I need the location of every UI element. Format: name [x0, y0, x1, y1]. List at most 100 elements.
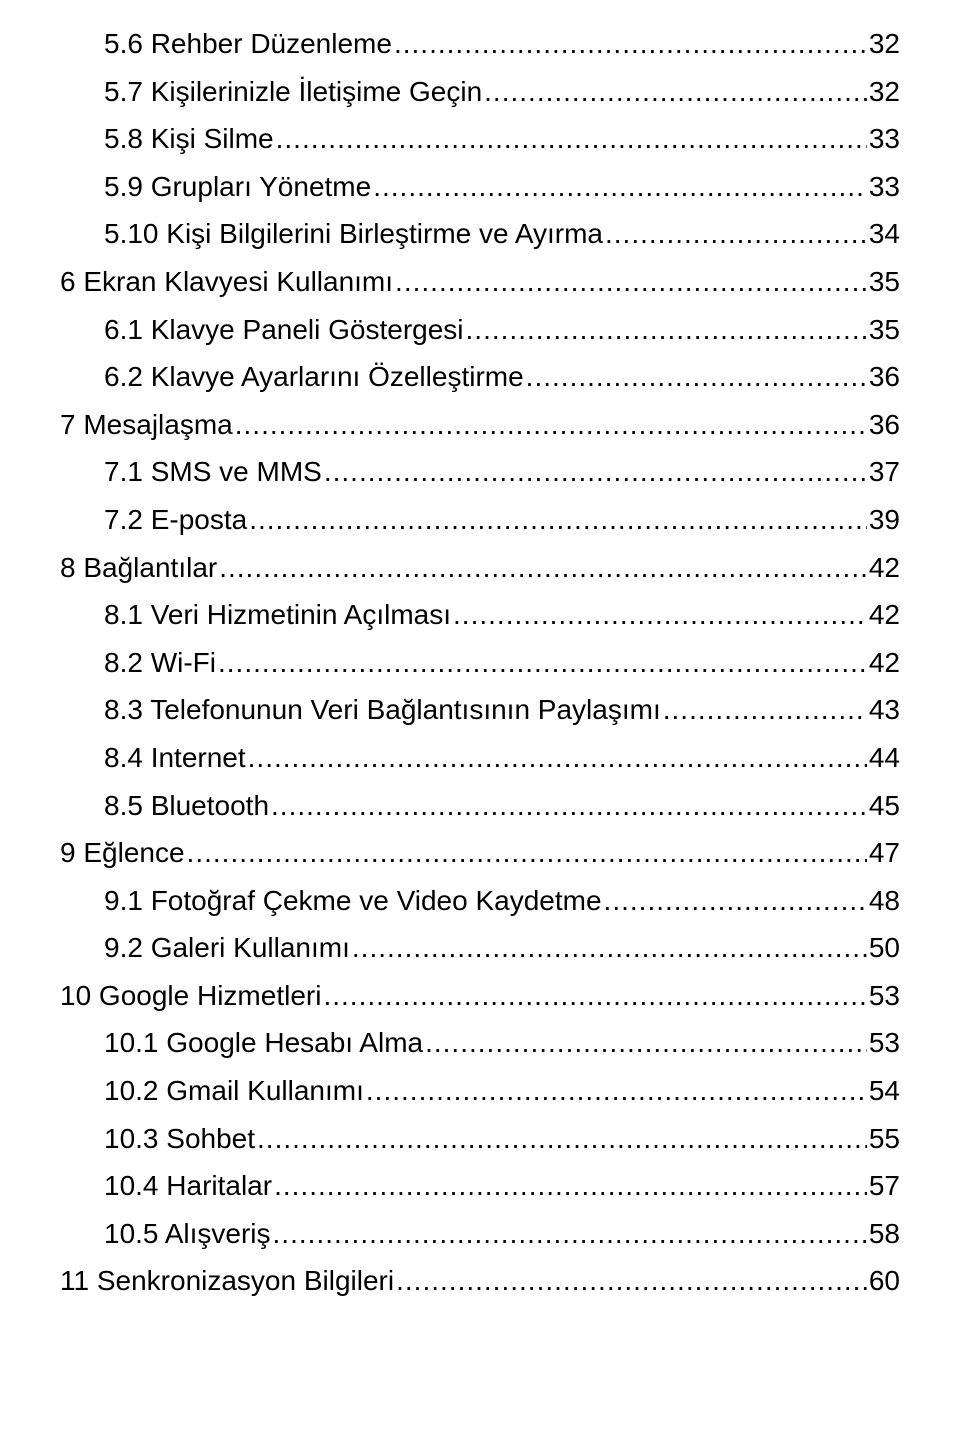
toc-dot-leader	[373, 163, 867, 211]
toc-entry: 10.3 Sohbet 55	[60, 1115, 900, 1163]
toc-entry-page: 50	[869, 924, 900, 972]
toc-entry: 7 Mesajlaşma36	[60, 401, 900, 449]
toc-entry: 6.2 Klavye Ayarlarını Özelleştirme 36	[60, 353, 900, 401]
toc-entry-page: 45	[869, 782, 900, 830]
toc-entry-title: 8.4 Internet	[104, 734, 246, 782]
toc-entry: 8.1 Veri Hizmetinin Açılması 42	[60, 591, 900, 639]
toc-entry-title: 9.1 Fotoğraf Çekme ve Video Kaydetme	[104, 877, 602, 925]
table-of-contents: 5.6 Rehber Düzenleme325.7 Kişilerinizle …	[60, 20, 900, 1305]
toc-entry-page: 58	[869, 1210, 900, 1258]
toc-dot-leader	[396, 1257, 867, 1305]
toc-entry-page: 39	[869, 496, 900, 544]
toc-dot-leader	[257, 1115, 867, 1163]
toc-dot-leader	[248, 734, 867, 782]
toc-entry-page: 47	[869, 829, 900, 877]
toc-dot-leader	[526, 353, 867, 401]
toc-entry: 8.5 Bluetooth 45	[60, 782, 900, 830]
toc-entry: 10.5 Alışveriş 58	[60, 1210, 900, 1258]
toc-entry: 5.7 Kişilerinizle İletişime Geçin32	[60, 68, 900, 116]
toc-entry-page: 35	[869, 306, 900, 354]
toc-dot-leader	[395, 258, 867, 306]
toc-entry-title: 8.3 Telefonunun Veri Bağlantısının Payla…	[104, 686, 661, 734]
toc-entry-title: 5.9 Grupları Yönetme	[104, 163, 371, 211]
toc-dot-leader	[235, 401, 867, 449]
toc-entry-page: 42	[869, 639, 900, 687]
toc-dot-leader	[466, 306, 867, 354]
toc-dot-leader	[249, 496, 867, 544]
toc-entry-page: 42	[869, 544, 900, 592]
toc-dot-leader	[605, 210, 867, 258]
toc-dot-leader	[425, 1019, 867, 1067]
toc-entry-title: 6.2 Klavye Ayarlarını Özelleştirme	[104, 353, 524, 401]
toc-entry-title: 5.6 Rehber Düzenleme	[104, 20, 392, 68]
toc-entry: 6.1 Klavye Paneli Göstergesi 35	[60, 306, 900, 354]
toc-entry-title: 11 Senkronizasyon Bilgileri	[60, 1257, 394, 1305]
toc-entry-title: 8.2 Wi-Fi	[104, 639, 216, 687]
toc-entry: 9 Eğlence 47	[60, 829, 900, 877]
toc-dot-leader	[276, 115, 867, 163]
toc-dot-leader	[271, 782, 867, 830]
toc-entry: 10.4 Haritalar 57	[60, 1162, 900, 1210]
toc-entry-page: 32	[869, 20, 900, 68]
toc-entry-page: 48	[869, 877, 900, 925]
toc-entry: 6 Ekran Klavyesi Kullanımı 35	[60, 258, 900, 306]
toc-entry-page: 55	[869, 1115, 900, 1163]
toc-entry: 8.4 Internet 44	[60, 734, 900, 782]
toc-entry-page: 53	[869, 972, 900, 1020]
toc-entry-title: 5.10 Kişi Bilgilerini Birleştirme ve Ayı…	[104, 210, 603, 258]
toc-dot-leader	[273, 1210, 867, 1258]
toc-entry-page: 57	[869, 1162, 900, 1210]
toc-dot-leader	[187, 829, 867, 877]
toc-entry-title: 10.3 Sohbet	[104, 1115, 255, 1163]
toc-entry-page: 36	[869, 401, 900, 449]
toc-dot-leader	[218, 639, 867, 687]
toc-dot-leader	[663, 686, 867, 734]
toc-entry-title: 10.5 Alışveriş	[104, 1210, 271, 1258]
toc-entry-title: 10.4 Haritalar	[104, 1162, 272, 1210]
toc-dot-leader	[219, 544, 867, 592]
toc-entry-title: 6.1 Klavye Paneli Göstergesi	[104, 306, 464, 354]
toc-entry: 9.1 Fotoğraf Çekme ve Video Kaydetme 48	[60, 877, 900, 925]
toc-entry: 5.8 Kişi Silme 33	[60, 115, 900, 163]
toc-entry-page: 33	[869, 115, 900, 163]
toc-dot-leader	[604, 877, 867, 925]
toc-entry: 8.2 Wi-Fi 42	[60, 639, 900, 687]
toc-dot-leader	[366, 1067, 867, 1115]
toc-entry-page: 42	[869, 591, 900, 639]
toc-entry-title: 9 Eğlence	[60, 829, 185, 877]
toc-dot-leader	[352, 924, 867, 972]
toc-entry-title: 5.8 Kişi Silme	[104, 115, 274, 163]
toc-entry-page: 36	[869, 353, 900, 401]
toc-page: 5.6 Rehber Düzenleme325.7 Kişilerinizle …	[0, 0, 960, 1345]
toc-entry-page: 35	[869, 258, 900, 306]
toc-entry: 5.6 Rehber Düzenleme 32	[60, 20, 900, 68]
toc-entry: 9.2 Galeri Kullanımı 50	[60, 924, 900, 972]
toc-entry-title: 6 Ekran Klavyesi Kullanımı	[60, 258, 393, 306]
toc-entry: 7.1 SMS ve MMS 37	[60, 448, 900, 496]
toc-entry-title: 8.1 Veri Hizmetinin Açılması	[104, 591, 451, 639]
toc-entry-page: 33	[869, 163, 900, 211]
toc-entry: 10 Google Hizmetleri53	[60, 972, 900, 1020]
toc-entry: 5.10 Kişi Bilgilerini Birleştirme ve Ayı…	[60, 210, 900, 258]
toc-entry-page: 60	[869, 1257, 900, 1305]
toc-entry-title: 8 Bağlantılar	[60, 544, 217, 592]
toc-entry-page: 44	[869, 734, 900, 782]
toc-entry: 5.9 Grupları Yönetme 33	[60, 163, 900, 211]
toc-dot-leader	[394, 20, 867, 68]
toc-entry: 10.1 Google Hesabı Alma 53	[60, 1019, 900, 1067]
toc-dot-leader	[324, 448, 867, 496]
toc-entry-title: 10.2 Gmail Kullanımı	[104, 1067, 364, 1115]
toc-entry-page: 53	[869, 1019, 900, 1067]
toc-entry: 7.2 E-posta39	[60, 496, 900, 544]
toc-entry-page: 43	[869, 686, 900, 734]
toc-entry-title: 10.1 Google Hesabı Alma	[104, 1019, 423, 1067]
toc-entry-title: 8.5 Bluetooth	[104, 782, 269, 830]
toc-entry-title: 5.7 Kişilerinizle İletişime Geçin	[104, 68, 482, 116]
toc-entry-title: 9.2 Galeri Kullanımı	[104, 924, 350, 972]
toc-entry-page: 37	[869, 448, 900, 496]
toc-dot-leader	[274, 1162, 867, 1210]
toc-entry-title: 7.1 SMS ve MMS	[104, 448, 322, 496]
toc-entry: 11 Senkronizasyon Bilgileri 60	[60, 1257, 900, 1305]
toc-entry-page: 34	[869, 210, 900, 258]
toc-entry-page: 54	[869, 1067, 900, 1115]
